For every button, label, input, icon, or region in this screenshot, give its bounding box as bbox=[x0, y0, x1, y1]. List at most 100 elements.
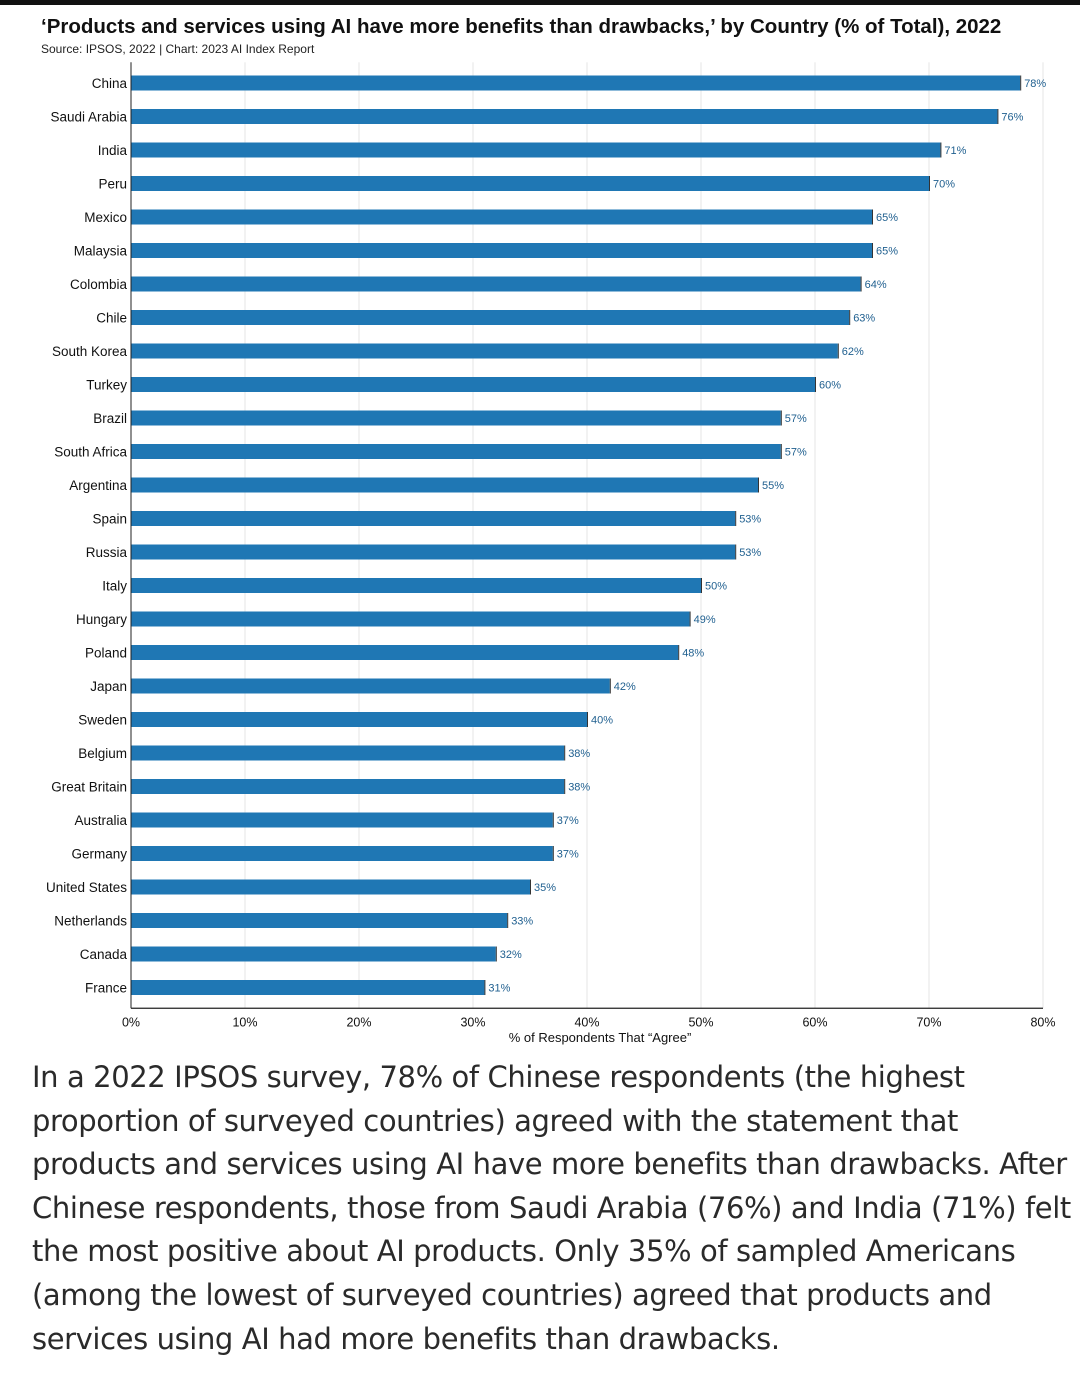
x-tick-label: 80% bbox=[1030, 1015, 1055, 1029]
data-label: 65% bbox=[876, 212, 898, 224]
data-label: 49% bbox=[694, 614, 716, 626]
category-label: Sweden bbox=[78, 713, 127, 728]
category-label: Japan bbox=[90, 679, 127, 694]
chart-source: Source: IPSOS, 2022 | Chart: 2023 AI Ind… bbox=[41, 42, 315, 56]
data-label: 71% bbox=[944, 145, 966, 157]
category-label: Italy bbox=[102, 579, 127, 594]
category-label: Chile bbox=[96, 311, 127, 326]
data-label: 60% bbox=[819, 380, 841, 392]
top-rule bbox=[0, 0, 1080, 5]
category-label: Germany bbox=[71, 847, 127, 862]
category-label: Mexico bbox=[84, 210, 127, 225]
bar bbox=[131, 745, 565, 761]
data-label: 38% bbox=[568, 748, 590, 760]
data-label: 40% bbox=[591, 715, 613, 727]
bar bbox=[131, 176, 929, 191]
data-label: 57% bbox=[785, 447, 807, 459]
bar bbox=[131, 243, 872, 258]
category-label: South Africa bbox=[54, 445, 127, 460]
bar bbox=[131, 109, 998, 124]
category-label: India bbox=[98, 143, 128, 158]
data-label: 50% bbox=[705, 581, 727, 593]
data-label: 57% bbox=[785, 413, 807, 425]
category-label: Hungary bbox=[76, 612, 127, 627]
x-tick-label: 40% bbox=[574, 1015, 599, 1029]
category-label: Saudi Arabia bbox=[50, 110, 127, 125]
gridlines bbox=[244, 62, 1044, 1009]
bar bbox=[131, 343, 838, 359]
category-label: South Korea bbox=[52, 344, 128, 359]
bar bbox=[131, 377, 815, 392]
bar bbox=[131, 544, 736, 560]
category-label: Turkey bbox=[86, 378, 127, 393]
data-label: 53% bbox=[739, 547, 761, 559]
data-label: 37% bbox=[557, 815, 579, 827]
data-label: 35% bbox=[534, 882, 556, 894]
category-label: Brazil bbox=[93, 411, 127, 426]
bar bbox=[131, 209, 872, 225]
category-label: Colombia bbox=[70, 277, 128, 292]
bar bbox=[131, 779, 565, 794]
data-label: 55% bbox=[762, 480, 784, 492]
axes: 0% 10% 20% 30% 40% 50% 60% 70% 80% China Saudi Ara… bbox=[46, 62, 1056, 1029]
data-label: 62% bbox=[842, 346, 864, 358]
category-label: Malaysia bbox=[74, 244, 128, 259]
x-tick-label: 0% bbox=[122, 1015, 140, 1029]
bar bbox=[131, 946, 496, 962]
bar bbox=[131, 511, 736, 526]
data-label: 38% bbox=[568, 782, 590, 794]
bar bbox=[131, 678, 610, 694]
bar bbox=[131, 980, 485, 995]
bar-chart: 78% 76% 71% 70% 65% 65% 64% 63% 62% 60% 57% 57% 55% 5… bbox=[46, 62, 1056, 1045]
data-label: 53% bbox=[739, 514, 761, 526]
bar bbox=[131, 410, 781, 426]
bar bbox=[131, 712, 587, 727]
data-label: 64% bbox=[865, 279, 887, 291]
bar bbox=[131, 611, 690, 627]
category-label: Russia bbox=[86, 545, 128, 560]
bar bbox=[131, 310, 850, 325]
category-label: Peru bbox=[98, 177, 127, 192]
category-label: Canada bbox=[80, 947, 128, 962]
data-label: 65% bbox=[876, 246, 898, 258]
category-label: Netherlands bbox=[54, 914, 127, 929]
category-label: China bbox=[92, 76, 128, 91]
caption-text: In a 2022 IPSOS survey, 78% of Chinese r… bbox=[32, 1060, 1071, 1356]
bar bbox=[131, 913, 508, 928]
x-tick-label: 50% bbox=[688, 1015, 713, 1029]
data-label: 76% bbox=[1001, 112, 1023, 124]
data-label: 32% bbox=[500, 949, 522, 961]
bar bbox=[131, 578, 701, 593]
data-label: 70% bbox=[933, 179, 955, 191]
data-label: 63% bbox=[853, 313, 875, 325]
category-label: United States bbox=[46, 880, 127, 895]
x-tick-label: 20% bbox=[346, 1015, 371, 1029]
bar bbox=[131, 477, 758, 493]
data-label: 31% bbox=[488, 983, 510, 995]
bar bbox=[131, 276, 861, 292]
category-label: Spain bbox=[92, 512, 127, 527]
bar bbox=[131, 142, 941, 158]
x-tick-label: 70% bbox=[916, 1015, 941, 1029]
x-tick-label: 10% bbox=[232, 1015, 257, 1029]
bar bbox=[131, 879, 530, 895]
bar bbox=[131, 812, 553, 828]
category-label: France bbox=[85, 981, 127, 996]
x-tick-label: 30% bbox=[460, 1015, 485, 1029]
bar bbox=[131, 846, 553, 861]
data-label: 78% bbox=[1024, 78, 1046, 90]
bar bbox=[131, 75, 1021, 91]
category-label: Great Britain bbox=[51, 780, 127, 795]
category-label: Australia bbox=[74, 813, 127, 828]
data-label: 42% bbox=[614, 681, 636, 693]
bar bbox=[131, 444, 781, 459]
data-label: 48% bbox=[682, 648, 704, 660]
bar bbox=[131, 645, 679, 660]
data-label: 37% bbox=[557, 849, 579, 861]
x-tick-label: 60% bbox=[802, 1015, 827, 1029]
category-label: Belgium bbox=[78, 746, 127, 761]
bars: 78% 76% 71% 70% 65% 65% 64% 63% 62% 60% 57% 57% 55% 5… bbox=[131, 75, 1046, 995]
x-axis-title: % of Respondents That “Agree” bbox=[509, 1030, 692, 1045]
chart-title: ‘Products and services using AI have mor… bbox=[41, 15, 1002, 38]
data-label: 33% bbox=[511, 916, 533, 928]
